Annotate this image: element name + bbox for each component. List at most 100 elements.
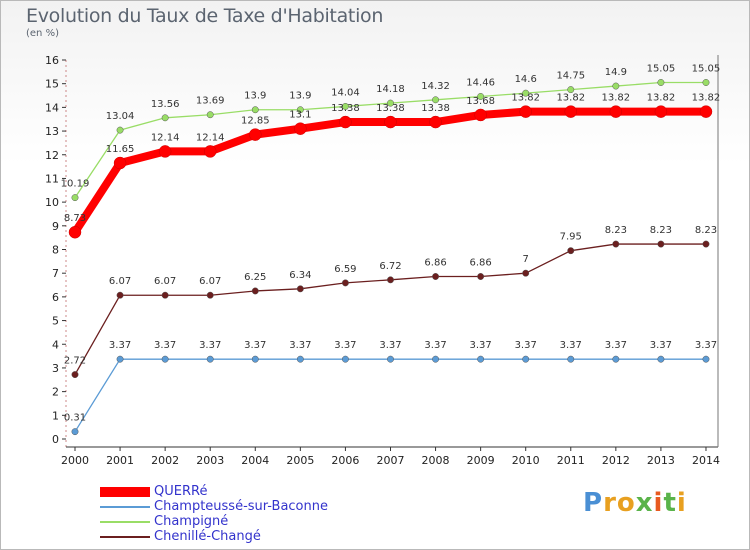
data-label: 6.72 [379, 261, 401, 272]
data-point [567, 86, 575, 94]
x-tick-label: 2014 [692, 454, 720, 467]
data-label: 12.85 [241, 116, 270, 127]
y-tick-label: 7 [52, 267, 59, 280]
y-tick-label: 10 [45, 196, 59, 209]
data-label: 13.69 [196, 96, 225, 107]
data-point [522, 89, 530, 97]
data-label: 13.1 [289, 110, 311, 121]
data-point [567, 355, 575, 363]
data-label: 3.37 [650, 340, 672, 351]
data-point [519, 105, 532, 118]
logo-letter: P [583, 488, 604, 518]
data-point [206, 291, 214, 299]
data-label: 8.23 [695, 225, 717, 236]
data-point [432, 273, 440, 280]
data-label: 13.38 [331, 103, 360, 114]
data-point [612, 355, 620, 363]
data-label: 6.07 [199, 276, 221, 287]
data-point [522, 355, 530, 363]
legend-label: Champteussé-sur-Baconne [154, 499, 328, 514]
legend-label: Chenillé-Changé [154, 529, 261, 544]
data-point [699, 105, 713, 118]
data-label: 13.82 [692, 93, 721, 104]
data-label: 3.37 [515, 340, 537, 351]
data-point [68, 225, 82, 239]
x-tick-label: 2006 [331, 454, 359, 467]
data-point [116, 126, 124, 134]
y-tick-label: 8 [52, 244, 59, 257]
legend-swatch [100, 521, 150, 523]
chart-subtitle: (en %) [26, 28, 59, 39]
data-point [71, 371, 79, 379]
data-label: 6.07 [154, 276, 176, 287]
series-labels: 0.31 3.37 3.37 3.37 3.37 3.37 3.37 3.37 3.37 3.37… [61, 64, 721, 424]
y-tick-label: 5 [52, 315, 59, 328]
data-label: 3.37 [199, 340, 221, 351]
logo-letter: i [653, 488, 664, 518]
y-tick-label: 0 [52, 433, 59, 446]
data-label: 3.37 [109, 340, 131, 351]
data-label: 14.32 [421, 81, 450, 92]
data-label: 12.14 [196, 132, 225, 143]
data-point [567, 247, 575, 255]
data-point [203, 145, 217, 158]
data-label: 3.37 [289, 340, 311, 351]
x-tick-label: 2008 [422, 454, 450, 467]
data-label: 3.37 [424, 340, 446, 351]
y-tick-label: 13 [45, 125, 59, 138]
data-label: 3.37 [560, 340, 582, 351]
data-label: 3.37 [695, 340, 717, 351]
data-point [612, 82, 620, 90]
data-point [387, 99, 394, 107]
data-label: 13.82 [556, 93, 585, 104]
data-label: 3.37 [244, 340, 266, 351]
chart-title: Evolution du Taux de Taxe d'Habitation [26, 5, 384, 27]
x-tick-label: 2009 [467, 454, 495, 467]
data-label: 6.86 [424, 258, 446, 269]
data-label: 13.82 [647, 93, 676, 104]
data-label: 7.95 [560, 232, 582, 243]
data-point [657, 355, 665, 363]
data-label: 12.14 [151, 132, 180, 143]
y-tick-label: 14 [45, 101, 59, 114]
data-point [206, 355, 214, 363]
data-label: 13.04 [106, 111, 135, 122]
data-point [657, 240, 665, 248]
y-tick-label: 11 [45, 172, 59, 185]
data-point [429, 115, 442, 129]
data-label: 14.18 [376, 84, 405, 95]
data-label: 6.07 [109, 276, 131, 287]
data-point [702, 240, 710, 248]
legend-swatch [100, 506, 150, 508]
x-tick-label: 2007 [376, 454, 404, 467]
data-label: 13.68 [466, 96, 495, 107]
data-point [657, 79, 665, 86]
x-tick-label: 2010 [512, 454, 540, 467]
legend-swatch [100, 487, 150, 497]
x-tick-label: 2002 [151, 454, 179, 467]
logo-letter: i [676, 488, 687, 518]
data-point [71, 194, 79, 202]
data-label: 8.23 [650, 225, 672, 236]
data-point [116, 291, 124, 299]
data-label: 10.19 [61, 179, 90, 190]
data-label: 6.86 [469, 258, 491, 269]
x-tick-label: 2001 [106, 454, 134, 467]
y-tick-label: 12 [45, 149, 59, 162]
data-point [432, 355, 440, 363]
data-point [161, 355, 169, 363]
logo-letter: x [635, 488, 654, 518]
data-point [249, 128, 262, 141]
data-label: 8.23 [605, 225, 627, 236]
data-point [158, 145, 172, 158]
data-label: 13.9 [289, 91, 311, 102]
data-label: 2.72 [64, 356, 86, 367]
data-point [251, 106, 259, 114]
data-label: 6.59 [334, 264, 356, 275]
data-label: 7 [523, 254, 529, 265]
series-line [74, 358, 707, 433]
data-point [251, 287, 259, 295]
legend-label: QUERRé [154, 484, 208, 499]
